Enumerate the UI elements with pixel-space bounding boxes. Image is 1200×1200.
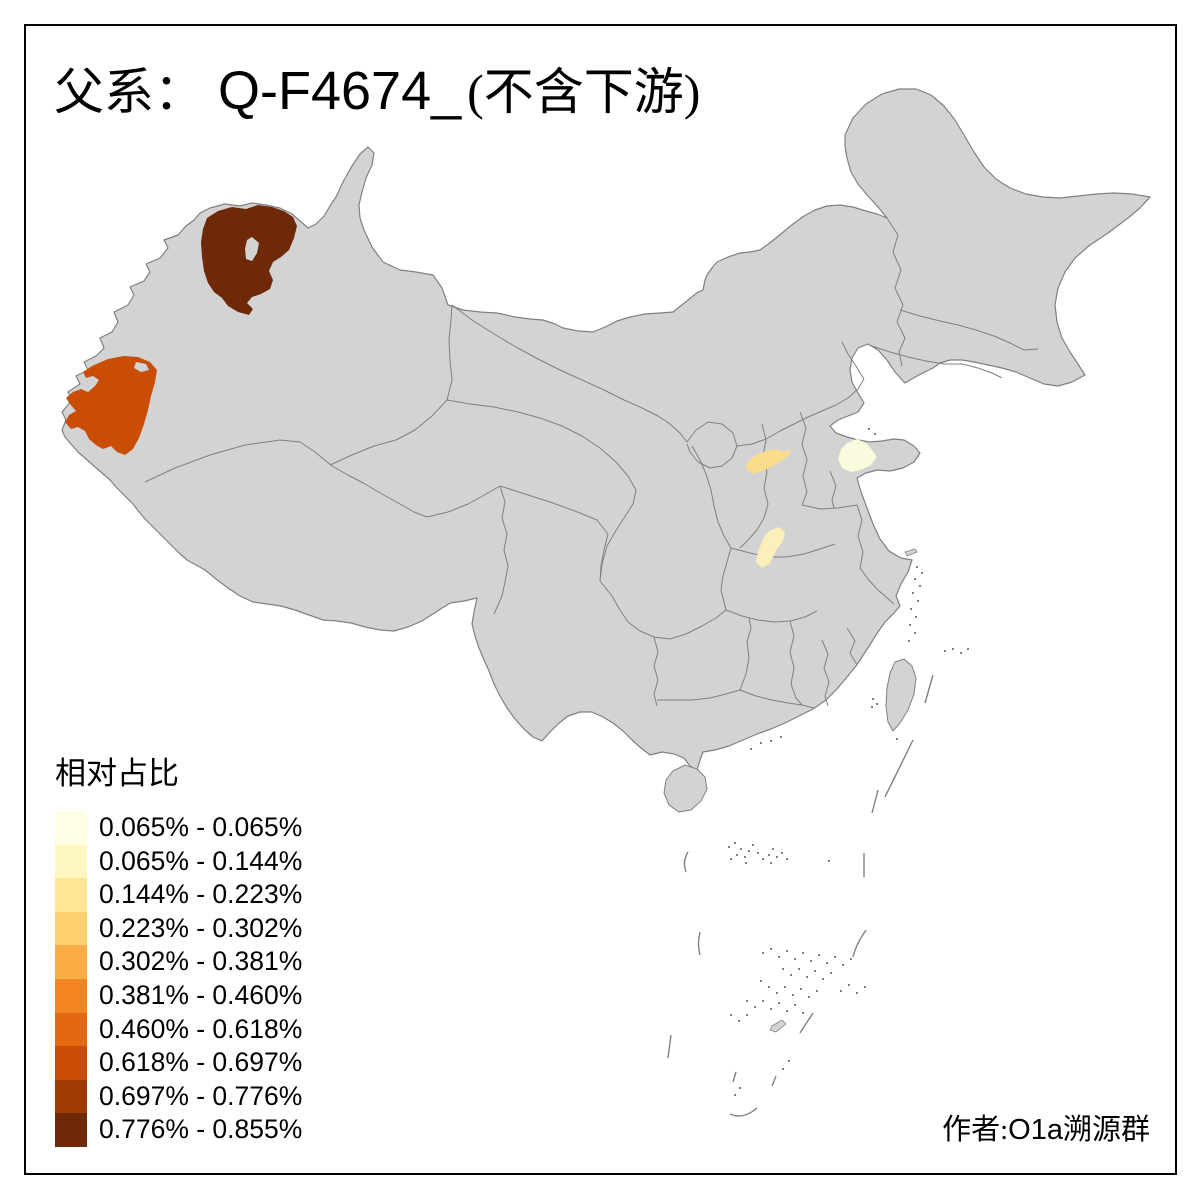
legend-label: 0.144% - 0.223% (99, 879, 303, 910)
legend-swatch (55, 1113, 87, 1147)
legend-label: 0.302% - 0.381% (99, 946, 303, 977)
credit-group: O1a (1008, 1114, 1063, 1146)
province-borders (144, 217, 1039, 709)
legend-label: 0.460% - 0.618% (99, 1013, 303, 1044)
legend-swatch (55, 1046, 87, 1080)
legend-swatch (55, 878, 87, 912)
legend-swatch (55, 911, 87, 946)
legend-label: 0.697% - 0.776% (99, 1080, 303, 1111)
legend-item: 0.302% - 0.381% (55, 945, 302, 979)
legend-label: 0.776% - 0.855% (99, 1114, 303, 1145)
legend-item: 0.065% - 0.144% (55, 844, 303, 879)
highlight-region-west-xinjiang (65, 356, 157, 455)
legend-item: 0.460% - 0.618% (55, 1012, 303, 1047)
legend-item: 0.776% - 0.855% (55, 1113, 302, 1147)
legend-item: 0.618% - 0.697% (55, 1046, 302, 1080)
credit-prefix: 作者: (942, 1114, 1009, 1146)
sea-dash-lines (667, 674, 934, 1117)
highlight-region-west-shandong (838, 439, 877, 472)
legend-label: 0.381% - 0.460% (99, 979, 303, 1010)
page-title: 父系： Q-F4674_ (不含下游) (54, 52, 700, 124)
credit-suffix: 溯源群 (1062, 1114, 1150, 1146)
legend-swatch (55, 1012, 87, 1047)
legend-item: 0.144% - 0.223% (55, 878, 302, 912)
south-sea-islet (769, 1019, 787, 1033)
legend-item: 0.223% - 0.302% (55, 911, 303, 946)
legend-swatch (55, 811, 87, 845)
hainan-island (663, 764, 708, 813)
title-suffix: (不含下游) (467, 64, 701, 120)
legend-label: 0.223% - 0.302% (99, 912, 303, 943)
title-haplogroup: Q-F4674_ (218, 61, 462, 121)
legend-swatch (55, 978, 87, 1013)
legend: 相对占比 0.065% - 0.065% 0.065% - 0.144% 0.1… (55, 748, 302, 1147)
legend-item: 0.381% - 0.460% (55, 978, 303, 1013)
legend-label: 0.065% - 0.065% (99, 812, 303, 842)
china-outline (61, 88, 1151, 771)
legend-title: 相对占比 (55, 756, 179, 791)
legend-label: 0.065% - 0.144% (99, 845, 303, 876)
legend-item: 0.697% - 0.776% (55, 1079, 303, 1114)
chongming-islet (904, 548, 918, 557)
highlight-region-north-xinjiang (201, 205, 297, 315)
title-prefix: 父系： (54, 64, 204, 120)
legend-swatch (55, 1079, 87, 1114)
author-credit: 作者:O1a溯源群 (942, 1106, 1150, 1148)
legend-swatch (55, 945, 87, 979)
legend-label: 0.618% - 0.697% (99, 1047, 303, 1078)
legend-rows: 0.065% - 0.065% 0.065% - 0.144% 0.144% -… (55, 811, 302, 1147)
taiwan-island (885, 658, 917, 732)
legend-swatch (55, 844, 87, 879)
highlight-region-northwest-hubei (756, 527, 785, 568)
highlight-region-west-henan (746, 449, 791, 474)
legend-item: 0.065% - 0.065% (55, 811, 302, 845)
